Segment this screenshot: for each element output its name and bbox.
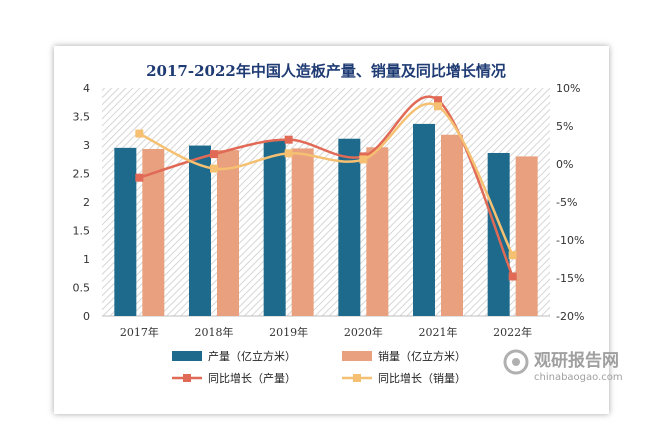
legend-marker	[183, 374, 191, 382]
chart-frame: 2017-2022年中国人造板产量、销量及同比增长情况 0 0.5 1 1.5 2 2.5…	[54, 46, 609, 414]
bar-sales	[217, 150, 239, 316]
legend-label: 产量（亿立方米）	[208, 349, 296, 363]
legend: 产量（亿立方米） 销量（亿立方米） 同比增长（产量） 同比增长（销量）	[172, 349, 466, 385]
legend-swatch	[172, 351, 202, 361]
legend-label: 销量（亿立方米）	[378, 349, 466, 363]
bar-output	[189, 145, 211, 316]
bar-series	[114, 123, 538, 316]
bar-sales	[441, 134, 463, 316]
bar-sales	[291, 148, 314, 316]
legend-label: 同比增长（销量）	[378, 371, 466, 385]
sales-growth-point	[359, 155, 368, 164]
right-tick-label: -10%	[556, 234, 584, 247]
output-growth-point	[210, 150, 218, 159]
right-tick-label: -15%	[556, 272, 584, 285]
right-tick-label: -5%	[556, 196, 577, 209]
x-axis: 2017年 2018年 2019年 2020年 2021年 2022年	[120, 325, 532, 339]
watermark: 观研报告网 chinabaogao.com	[503, 349, 623, 383]
output-growth-point	[434, 96, 442, 105]
x-tick-label: 2017年	[120, 325, 159, 339]
output-growth-point	[135, 173, 144, 182]
sales-growth-point	[508, 251, 517, 260]
bar-sales	[366, 147, 389, 316]
x-tick-label: 2019年	[269, 325, 308, 339]
sales-growth-point	[434, 102, 442, 111]
right-tick-label: -20%	[556, 310, 584, 323]
bar-output	[263, 140, 286, 316]
left-tick-label: 4	[83, 82, 90, 95]
bar-output	[338, 138, 361, 316]
x-tick-label: 2020年	[344, 325, 383, 339]
bar-output	[114, 147, 137, 316]
left-tick-label: 0	[83, 310, 90, 323]
left-tick-label: 3.5	[73, 111, 91, 124]
chart-svg: 2017-2022年中国人造板产量、销量及同比增长情况 0 0.5 1 1.5 2 2.5…	[73, 62, 585, 385]
left-tick-label: 2	[83, 196, 90, 209]
watermark-logo-icon	[503, 349, 529, 375]
bar-output	[413, 123, 435, 316]
left-tick-label: 0.5	[73, 282, 91, 295]
x-tick-label: 2018年	[195, 325, 234, 339]
watermark-name: 观研报告网	[533, 350, 619, 371]
legend-marker	[353, 374, 361, 382]
plot-area	[102, 88, 550, 316]
sales-growth-point	[284, 149, 293, 158]
legend-label: 同比增长（产量）	[208, 371, 296, 385]
legend-swatch	[342, 351, 372, 361]
chart-title: 2017-2022年中国人造板产量、销量及同比增长情况	[146, 62, 506, 80]
left-tick-label: 1.5	[73, 225, 91, 238]
left-axis: 0 0.5 1 1.5 2 2.5 3 3.5 4	[73, 82, 91, 323]
right-tick-label: 10%	[556, 82, 580, 95]
x-tick-label: 2021年	[419, 325, 458, 339]
watermark-url: chinabaogao.com	[534, 372, 623, 383]
right-axis: -20% -15% -10% -5% 0% 5% 10%	[556, 82, 584, 323]
left-tick-label: 2.5	[73, 168, 91, 181]
sales-growth-point	[210, 164, 218, 173]
left-tick-label: 1	[83, 253, 90, 266]
bar-sales	[142, 148, 165, 316]
output-growth-point	[508, 272, 517, 281]
sales-growth-point	[135, 129, 144, 138]
right-tick-label: 5%	[556, 120, 573, 133]
x-tick-label: 2022年	[493, 325, 532, 339]
right-tick-label: 0%	[556, 158, 573, 171]
output-growth-point	[284, 135, 293, 144]
bar-sales	[515, 156, 538, 316]
line-series	[135, 95, 517, 281]
left-tick-label: 3	[83, 139, 90, 152]
